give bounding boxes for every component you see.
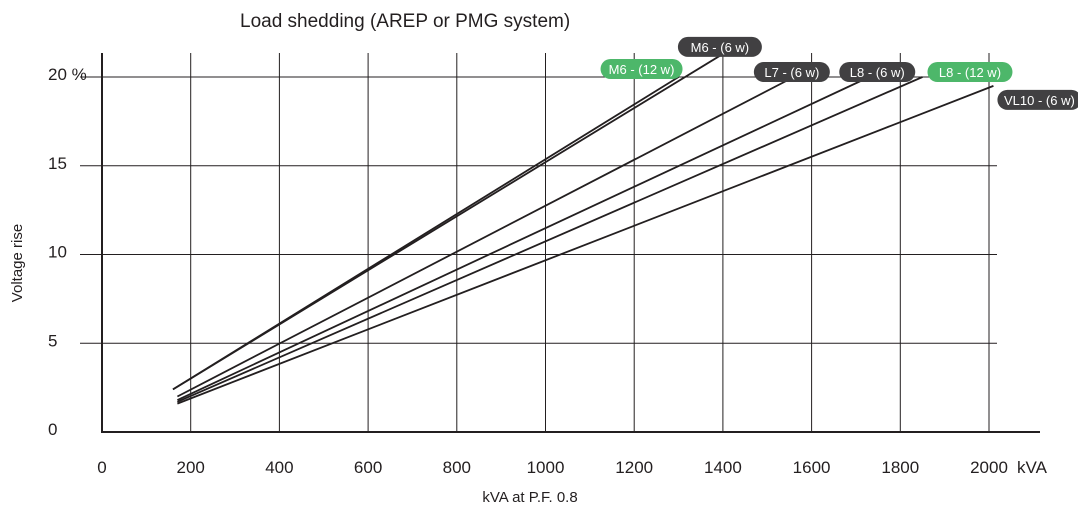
x-tick-label: 200 — [177, 458, 205, 477]
series-label-badge: M6 - (6 w) — [677, 36, 762, 57]
y-tick-labels: 0 5 10 15 20 % — [48, 65, 87, 439]
chart-title: Load shedding (AREP or PMG system) — [240, 11, 570, 32]
x-tick-label: 1000 — [527, 458, 565, 477]
series-label-badge: M6 - (12 w) — [600, 59, 683, 79]
axes — [101, 53, 1040, 433]
y-tick-label: 0 — [48, 420, 57, 439]
series-line — [177, 85, 994, 405]
x-tick-label: 800 — [443, 458, 471, 477]
series-label-badge: L8 - (12 w) — [927, 62, 1013, 82]
series-label-text: VL10 - (6 w) — [1004, 93, 1075, 108]
x-tick-label: 1200 — [615, 458, 653, 477]
series-label-badge: L7 - (6 w) — [753, 62, 830, 82]
x-tick-label: 600 — [354, 458, 382, 477]
y-axis-label: Voltage rise — [9, 224, 26, 302]
series-label-text: M6 - (12 w) — [609, 62, 675, 77]
series-lines — [172, 53, 994, 405]
series-label-background — [927, 62, 1013, 82]
series-line — [177, 76, 870, 401]
series-label-background — [677, 36, 762, 57]
x-tick-label: 1600 — [793, 458, 831, 477]
y-tick-label: 15 — [48, 154, 67, 173]
x-unit-label: kVA — [1017, 458, 1048, 477]
series-label-background — [839, 62, 916, 82]
x-tick-labels: 0 200 400 600 800 1000 1200 1400 1600 1800 2000 — [97, 458, 1008, 477]
series-label-background — [753, 62, 830, 82]
series-line — [176, 76, 795, 398]
series-label-text: L7 - (6 w) — [764, 65, 819, 80]
series-label-background — [600, 59, 683, 79]
y-tick-label: 10 — [48, 243, 67, 262]
series-label-text: M6 - (6 w) — [691, 40, 750, 55]
series-label-text: L8 - (12 w) — [939, 65, 1001, 80]
series-label-background — [997, 89, 1078, 110]
series-labels: M6 - (12 w) M6 - (6 w) L7 - (6 w) L8 - (6 w… — [600, 36, 1078, 110]
series-label-badge: L8 - (6 w) — [839, 62, 916, 82]
y-tick-label: 5 — [48, 331, 57, 350]
x-axis-label: kVA at P.F. 0.8 — [482, 489, 577, 506]
series-line — [177, 76, 923, 403]
x-tick-label: 1800 — [881, 458, 919, 477]
series-label-badge: VL10 - (6 w) — [997, 89, 1078, 110]
x-tick-label: 1400 — [704, 458, 742, 477]
series-label-text: L8 - (6 w) — [850, 65, 905, 80]
y-tick-label: 20 % — [48, 65, 87, 84]
x-tick-label: 2000 — [970, 458, 1008, 477]
x-tick-label: 0 — [97, 458, 106, 477]
series-line — [172, 53, 724, 391]
x-tick-label: 400 — [265, 458, 293, 477]
